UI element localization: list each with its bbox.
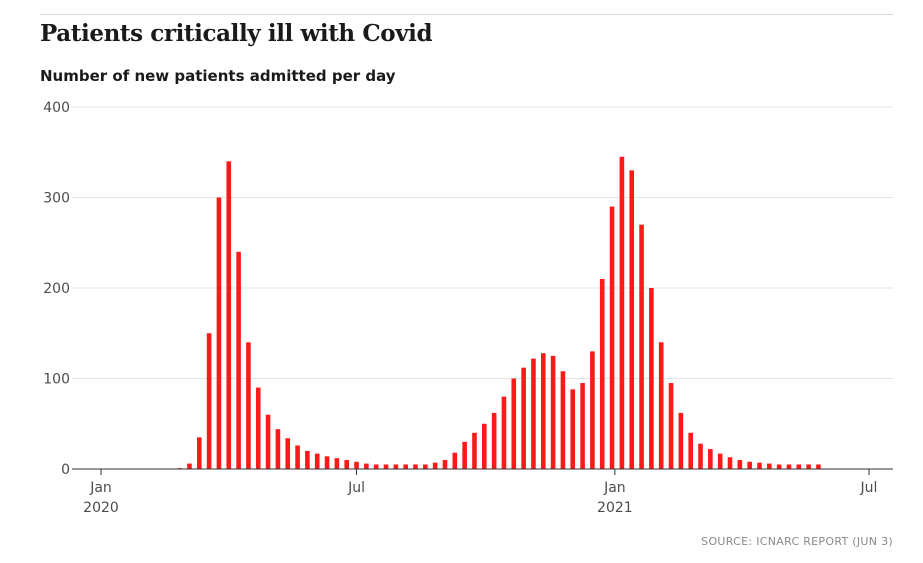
bar	[206, 333, 212, 469]
bar	[216, 197, 222, 469]
bar	[786, 464, 792, 469]
bar	[590, 351, 595, 469]
bar	[255, 387, 261, 469]
bar	[275, 429, 281, 469]
bar	[511, 378, 517, 469]
bar	[501, 396, 507, 469]
bar	[305, 450, 310, 469]
bar	[727, 457, 733, 469]
x-tick-label: Jul	[860, 480, 878, 496]
top-divider	[40, 14, 893, 15]
bar	[314, 453, 320, 469]
bar	[383, 464, 389, 469]
chart-title: Patients critically ill with Covid	[40, 20, 433, 47]
bar	[491, 412, 497, 469]
bar	[334, 458, 340, 469]
bar	[757, 462, 762, 469]
y-tick-label: 300	[43, 191, 70, 207]
bar	[423, 464, 428, 469]
bar	[776, 464, 782, 469]
bar	[629, 170, 635, 469]
bar	[737, 459, 743, 469]
bar	[531, 358, 536, 469]
bar	[767, 463, 772, 469]
bar	[364, 463, 369, 469]
bar	[580, 383, 585, 469]
bar	[481, 423, 487, 469]
x-tick-label: Jan	[603, 480, 626, 496]
bar	[688, 432, 693, 469]
bar	[462, 441, 467, 469]
bar	[668, 383, 674, 469]
bar	[324, 456, 330, 469]
bar	[413, 464, 418, 469]
bar	[540, 353, 546, 469]
bar	[717, 453, 723, 469]
x-tick-label: Jul	[347, 480, 365, 496]
bar	[196, 437, 202, 469]
bar	[639, 224, 644, 469]
bar	[354, 461, 359, 469]
bar	[609, 206, 615, 470]
bar	[265, 414, 271, 469]
bar	[236, 251, 241, 469]
x-tick-label: Jan	[89, 480, 112, 496]
y-tick-label: 200	[43, 281, 70, 297]
bar	[570, 389, 576, 469]
bar	[452, 452, 458, 469]
bar	[698, 443, 703, 469]
bar	[226, 161, 232, 470]
bar	[599, 278, 605, 469]
bar	[619, 156, 625, 469]
bar	[708, 449, 713, 469]
bar	[295, 445, 300, 469]
bar	[658, 342, 664, 469]
bar	[187, 463, 192, 469]
bar	[560, 371, 566, 469]
y-tick-label: 100	[43, 372, 70, 388]
bar	[246, 342, 251, 469]
bar	[432, 462, 438, 469]
bar	[550, 355, 556, 469]
bar	[796, 464, 802, 469]
y-tick-label: 400	[43, 100, 70, 116]
bar	[678, 412, 684, 469]
bar	[373, 464, 379, 469]
bar	[472, 432, 477, 469]
y-tick-label: 0	[61, 462, 70, 478]
bar	[344, 459, 350, 469]
bar	[816, 464, 821, 469]
x-tick-year-label: 2021	[597, 500, 633, 516]
x-tick-year-label: 2020	[83, 500, 119, 516]
bar	[403, 464, 408, 469]
bar	[393, 464, 399, 469]
bar	[649, 288, 654, 469]
source-note: SOURCE: ICNARC REPORT (JUN 3)	[701, 535, 893, 548]
chart-subtitle: Number of new patients admitted per day	[40, 67, 396, 85]
bar	[521, 367, 526, 469]
bar	[806, 464, 811, 469]
bar	[747, 461, 752, 469]
bar	[442, 459, 448, 469]
bar	[285, 438, 291, 469]
